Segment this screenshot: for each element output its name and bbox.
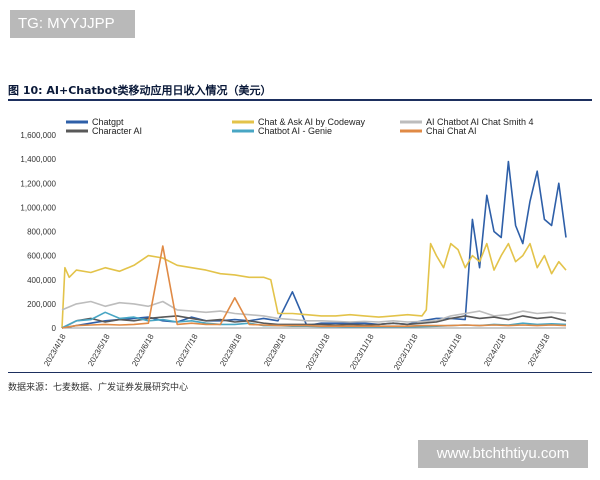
x-tick-label: 2024/1/18 (438, 332, 464, 368)
x-tick-label: 2023/4/18 (42, 332, 68, 368)
x-tick-label: 2023/12/18 (392, 332, 420, 372)
legend-label: Chai Chat AI (426, 126, 477, 136)
title-rule (8, 99, 592, 101)
legend-label: Chatgpt (92, 117, 124, 127)
x-tick-label: 2023/7/18 (174, 332, 200, 368)
source-note: 数据来源：七麦数据、广发证券发展研究中心 (8, 383, 189, 393)
legend-label: Chat & Ask AI by Codeway (258, 117, 366, 127)
y-tick-label: 0 (52, 324, 57, 333)
figure-title: 图 10: AI+Chatbot类移动应用日收入情况（美元） (8, 84, 272, 97)
x-tick-label: 2023/11/18 (348, 332, 376, 371)
legend-group: Chatgpt Chat & Ask AI by Codeway AI Chatbo… (66, 117, 534, 136)
y-tick-label: 1,600,000 (20, 131, 56, 140)
series-line-chai-chat-ai (61, 245, 567, 329)
watermark-top: TG: MYYJJPP (10, 10, 135, 38)
legend-label: AI Chatbot AI Chat Smith 4 (426, 117, 534, 127)
series-line-character-ai (61, 315, 567, 329)
x-tick-label: 2024/3/18 (526, 332, 552, 368)
legend-label: Character AI (92, 126, 142, 136)
source-rule (8, 372, 592, 373)
y-tick-label: 400,000 (27, 276, 56, 285)
series-line-chatgpt (61, 160, 567, 329)
legend-label: Chatbot AI - Genie (258, 126, 332, 136)
y-tick-label: 200,000 (27, 300, 56, 309)
y-tick-label: 1,400,000 (20, 155, 56, 164)
y-tick-label: 1,200,000 (20, 179, 56, 188)
y-tick-label: 800,000 (27, 228, 56, 237)
series-line-chat-ask-ai-by-codeway (61, 242, 567, 329)
watermark-bottom: www.btchthtiyu.com (418, 440, 588, 468)
x-tick-label: 2023/10/18 (304, 332, 332, 372)
x-tick-label: 2023/9/18 (262, 332, 288, 368)
series-line-ai-chatbot-ai-chat-smith-4 (61, 300, 567, 323)
x-tick-label: 2023/8/18 (218, 332, 244, 368)
x-tick-label: 2023/5/18 (86, 332, 112, 368)
x-tick-label: 2024/2/18 (482, 332, 508, 368)
series-group (61, 160, 567, 329)
y-tick-label: 1,000,000 (20, 203, 56, 212)
x-tick-label: 2023/6/18 (130, 332, 156, 368)
y-tick-label: 600,000 (27, 252, 56, 261)
